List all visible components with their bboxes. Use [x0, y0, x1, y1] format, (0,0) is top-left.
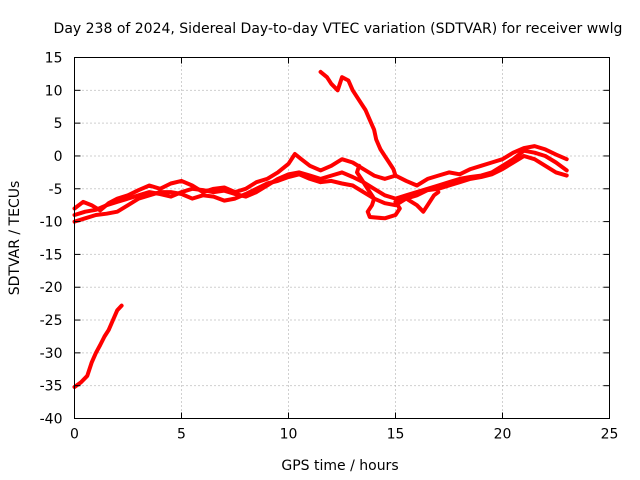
x-tick-label: 15 — [387, 427, 405, 443]
y-tick-label: -10 — [40, 215, 63, 231]
series-layer — [72, 69, 569, 389]
grid — [74, 57, 610, 419]
y-tick-label: 10 — [45, 83, 63, 99]
series-line-sat-c — [72, 154, 569, 224]
y-tick-label: -30 — [40, 346, 63, 362]
y-tick-label: -15 — [40, 247, 63, 263]
x-tick-label: 10 — [280, 427, 298, 443]
y-tick-label: -5 — [49, 182, 63, 198]
x-tick-label: 25 — [601, 427, 619, 443]
y-axis-label: SDTVAR / TECUs — [7, 181, 23, 296]
chart-title: Day 238 of 2024, Sidereal Day-to-day VTE… — [54, 21, 623, 37]
series-line-sat-d — [318, 69, 398, 178]
y-tick-label: 15 — [45, 51, 63, 67]
x-tick-label: 0 — [70, 427, 79, 443]
y-tick-label: 5 — [54, 116, 63, 132]
y-tick-label: -20 — [40, 280, 63, 296]
plot-frame — [74, 57, 610, 419]
x-tick-label: 5 — [177, 427, 186, 443]
series-line-sat-b — [72, 144, 569, 213]
x-tick-label: 20 — [494, 427, 512, 443]
y-tick-label: -40 — [40, 412, 63, 428]
y-tick-label: -25 — [40, 313, 63, 329]
x-axis-label: GPS time / hours — [281, 458, 398, 474]
series-line-sat-g — [72, 303, 124, 389]
series-line-sat-e — [355, 163, 402, 221]
y-tick-label: -35 — [40, 379, 63, 395]
series-line-sat-f — [393, 190, 441, 214]
y-tick-label: 0 — [54, 149, 63, 165]
axis-ticks: 0 5 10 15 20 25 -40 -35 -30 -25 -20 -15 -10 -5 0 5 10 15 — [40, 51, 619, 443]
